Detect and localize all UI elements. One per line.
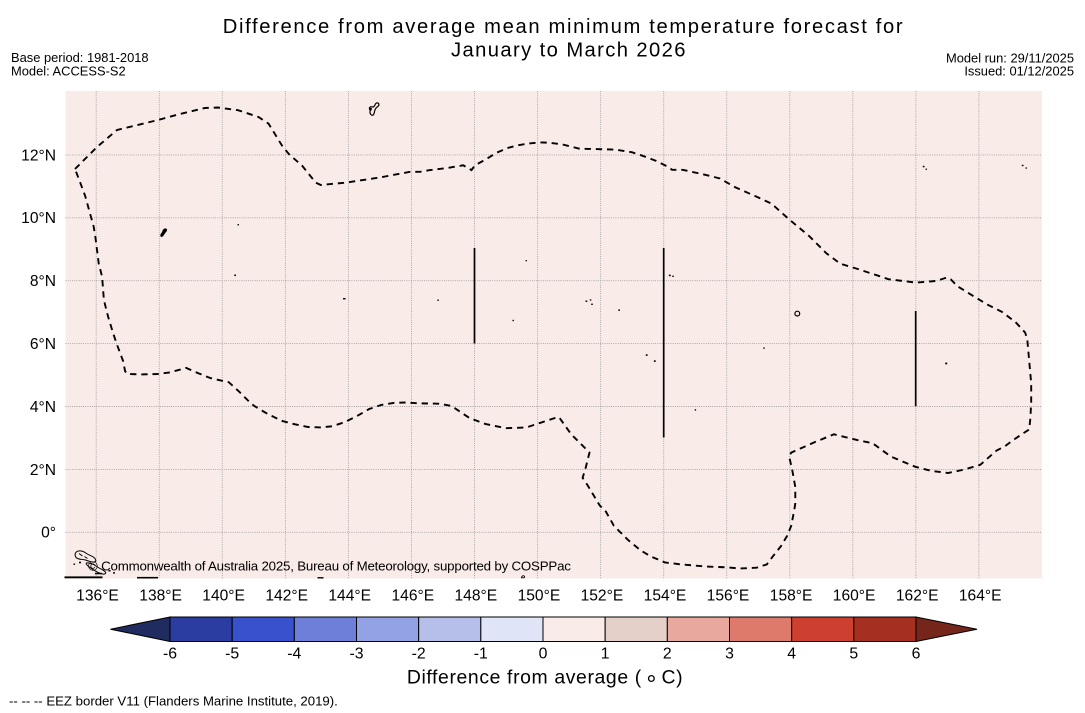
svg-text:Base period: 1981-2018: Base period: 1981-2018 — [11, 50, 149, 65]
svg-text:142°E: 142°E — [265, 587, 308, 604]
svg-text:-2: -2 — [412, 646, 426, 663]
svg-text:Model run: 29/11/2025: Model run: 29/11/2025 — [946, 50, 1074, 65]
svg-text:148°E: 148°E — [454, 587, 497, 604]
svg-text:154°E: 154°E — [644, 587, 687, 604]
svg-text:-4: -4 — [287, 646, 301, 663]
svg-text:164°E: 164°E — [959, 587, 1002, 604]
svg-text:-6: -6 — [163, 646, 177, 663]
svg-text:162°E: 162°E — [896, 587, 939, 604]
svg-text:4: 4 — [787, 646, 796, 663]
svg-text:8°N: 8°N — [30, 273, 56, 290]
svg-text:156°E: 156°E — [707, 587, 750, 604]
svg-text:6: 6 — [912, 646, 921, 663]
svg-text:2: 2 — [663, 646, 672, 663]
svg-text:0: 0 — [539, 646, 548, 663]
svg-text:150°E: 150°E — [518, 587, 561, 604]
svg-text:152°E: 152°E — [581, 587, 624, 604]
svg-text:© Commonwealth of Australia 20: © Commonwealth of Australia 2025, Bureau… — [88, 558, 571, 573]
svg-text:158°E: 158°E — [770, 587, 813, 604]
svg-text:Model: ACCESS-S2: Model: ACCESS-S2 — [11, 63, 126, 78]
svg-text:0°: 0° — [41, 525, 56, 542]
svg-text:-- -- -- EEZ border V11 (Fla: -- -- -- EEZ border V11 (Flanders Marine… — [9, 694, 338, 709]
svg-text:146°E: 146°E — [391, 587, 434, 604]
svg-text:Difference from average mean m: Difference from average mean minimum tem… — [223, 16, 904, 38]
svg-text:6°N: 6°N — [30, 336, 56, 353]
svg-text:3: 3 — [725, 646, 734, 663]
svg-text:144°E: 144°E — [328, 587, 371, 604]
svg-text:160°E: 160°E — [833, 587, 876, 604]
svg-text:10°N: 10°N — [21, 210, 56, 227]
svg-text:January to March 2026: January to March 2026 — [451, 39, 687, 61]
svg-text:138°E: 138°E — [139, 587, 182, 604]
svg-text:2°N: 2°N — [30, 462, 56, 479]
svg-text:136°E: 136°E — [76, 587, 119, 604]
svg-text:4°N: 4°N — [30, 399, 56, 416]
svg-text:-1: -1 — [474, 646, 488, 663]
svg-text:12°N: 12°N — [21, 147, 56, 164]
svg-text:-3: -3 — [349, 646, 363, 663]
svg-text:140°E: 140°E — [202, 587, 245, 604]
svg-text:1: 1 — [601, 646, 610, 663]
svg-text:-5: -5 — [225, 646, 239, 663]
svg-text:5: 5 — [849, 646, 858, 663]
svg-text:Issued: 01/12/2025: Issued: 01/12/2025 — [964, 63, 1074, 78]
